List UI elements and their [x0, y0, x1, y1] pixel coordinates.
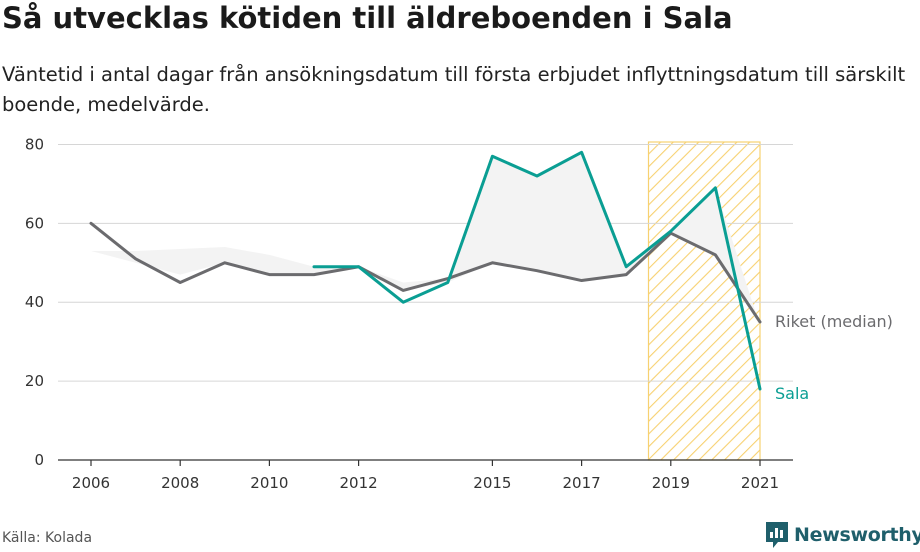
brand-name: Newsworthy	[794, 524, 920, 546]
x-tick-label-2012: 2012	[340, 474, 378, 492]
y-tick-label-80: 80	[25, 135, 44, 153]
y-tick-label-40: 40	[25, 293, 44, 311]
y-axis-tick-labels: 0 20 40 60 80	[25, 135, 44, 469]
series-line-riket-median	[89, 221, 762, 324]
band-area	[91, 152, 760, 326]
x-tick-label-2019: 2019	[652, 474, 690, 492]
x-axis	[58, 459, 793, 466]
series-label-riket-median: Riket (median)	[775, 312, 893, 331]
x-tick-label-2008: 2008	[161, 474, 199, 492]
x-tick-label-2015: 2015	[473, 474, 511, 492]
chart-subtitle: Väntetid i antal dagar från ansökningsda…	[2, 63, 906, 116]
y-tick-label-20: 20	[25, 372, 44, 390]
x-tick-label-2010: 2010	[250, 474, 288, 492]
x-tick-label-2017: 2017	[563, 474, 601, 492]
x-tick-label-2021: 2021	[741, 474, 779, 492]
y-tick-label-60: 60	[25, 214, 44, 232]
grid-lines	[58, 143, 793, 382]
range-band	[91, 152, 760, 326]
x-axis-tick-labels: 2006 2008 2010 2012 2015 2017 2019 2021	[72, 474, 779, 492]
y-tick-label-0: 0	[34, 451, 44, 469]
highlight-rect	[647, 141, 761, 461]
chart-title: Så utvecklas kötiden till äldreboenden i…	[2, 1, 733, 35]
series-line-sala	[312, 150, 762, 391]
x-tick-label-2006: 2006	[72, 474, 110, 492]
newsworthy-brand: Newsworthy	[764, 520, 920, 550]
series-lines	[89, 150, 762, 391]
source-note: Källa: Kolada	[2, 530, 93, 546]
forecast-highlight-region	[647, 141, 761, 461]
newsworthy-logo-icon	[766, 522, 788, 548]
series-labels: Riket (median) Sala	[775, 312, 893, 403]
series-label-sala: Sala	[775, 384, 809, 403]
